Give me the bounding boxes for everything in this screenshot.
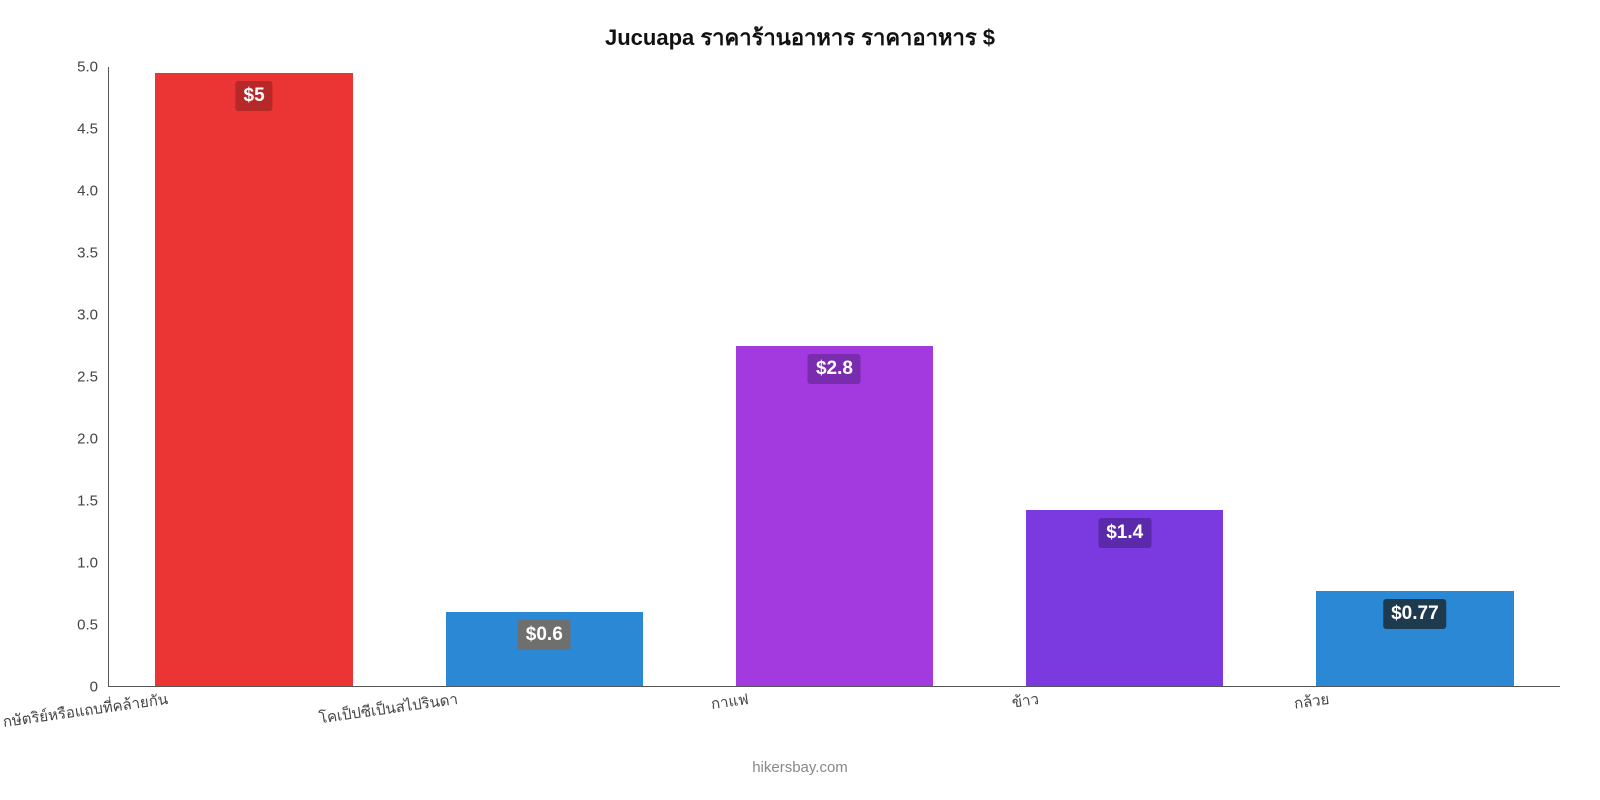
bar-chart: Jucuapa ราคาร้านอาหาร ราคาอาหาร $ 0 0.5 1.… [0, 0, 1600, 800]
x-axis: เบอร์เกอร์ Mac กษัตริย์หรือแถบที่คล้ายกั… [108, 687, 1560, 759]
bar-value-label: $0.6 [518, 620, 571, 650]
x-tick-label: เบอร์เกอร์ Mac กษัตริย์หรือแถบที่คล้ายกั… [0, 687, 169, 748]
bar: $1.4 [1026, 510, 1223, 686]
x-tick-label: ข้าว [1010, 687, 1040, 715]
y-tick-label: 2.0 [77, 431, 98, 448]
plot: $5 $0.6 $2.8 $1.4 $0.77 [108, 67, 1560, 687]
bar: $5 [155, 73, 352, 686]
y-tick-label: 5.0 [77, 59, 98, 76]
plot-area: 00.51.01.52.02.53.03.54.04.55.0 $5$0.6$2… [40, 67, 1560, 687]
x-tick-label: กาแฟ [709, 687, 750, 716]
y-tick-label: 4.5 [77, 121, 98, 138]
credit-text: hikersbay.com [40, 759, 1560, 776]
bar-value-label: $2.8 [808, 354, 861, 384]
bar-value-label: $0.77 [1383, 599, 1447, 629]
y-tick-label: 3.5 [77, 245, 98, 262]
y-tick-label: 0.5 [77, 617, 98, 634]
bar: $0.6 [446, 612, 643, 686]
x-tick-label: โคเป็ปซีเป็นสไปรินดา [318, 687, 460, 730]
chart-title: Jucuapa ราคาร้านอาหาร ราคาอาหาร $ [40, 20, 1560, 55]
y-tick-label: 1.5 [77, 493, 98, 510]
y-axis: 00.51.01.52.02.53.03.54.04.55.0 [40, 67, 108, 687]
bar-value-label: $1.4 [1098, 518, 1151, 548]
y-tick-label: 0 [90, 679, 98, 696]
x-tick-label: กล้วย [1293, 687, 1331, 716]
bar-value-label: $5 [236, 81, 273, 111]
y-tick-label: 4.0 [77, 183, 98, 200]
bar: $2.8 [736, 346, 933, 686]
bar: $0.77 [1316, 591, 1513, 686]
y-tick-label: 1.0 [77, 555, 98, 572]
y-tick-label: 3.0 [77, 307, 98, 324]
y-tick-label: 2.5 [77, 369, 98, 386]
